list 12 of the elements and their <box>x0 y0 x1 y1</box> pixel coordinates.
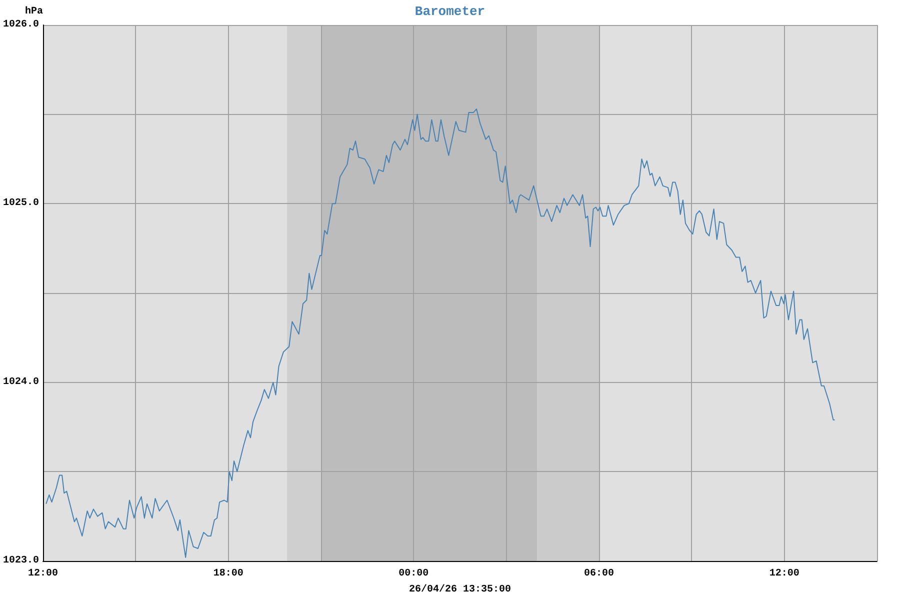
y-tick-label: 1026.0 <box>2 20 40 30</box>
x-tick-label: 00:00 <box>398 568 429 580</box>
y-tick-label: 1024.0 <box>2 376 40 388</box>
x-tick-label: 12:00 <box>769 568 800 580</box>
x-axis-title: 26/04/26 13:35:00 <box>408 584 512 596</box>
x-tick-label: 18:00 <box>213 568 244 580</box>
x-tick-label: 06:00 <box>584 568 614 580</box>
x-tick-label: 12:00 <box>28 568 58 580</box>
y-tick-label: 1023.0 <box>2 556 40 566</box>
chart-title: Barometer <box>414 4 486 19</box>
y-tick-label: 1025.0 <box>2 198 40 210</box>
y-axis-title: hPa <box>24 6 44 18</box>
